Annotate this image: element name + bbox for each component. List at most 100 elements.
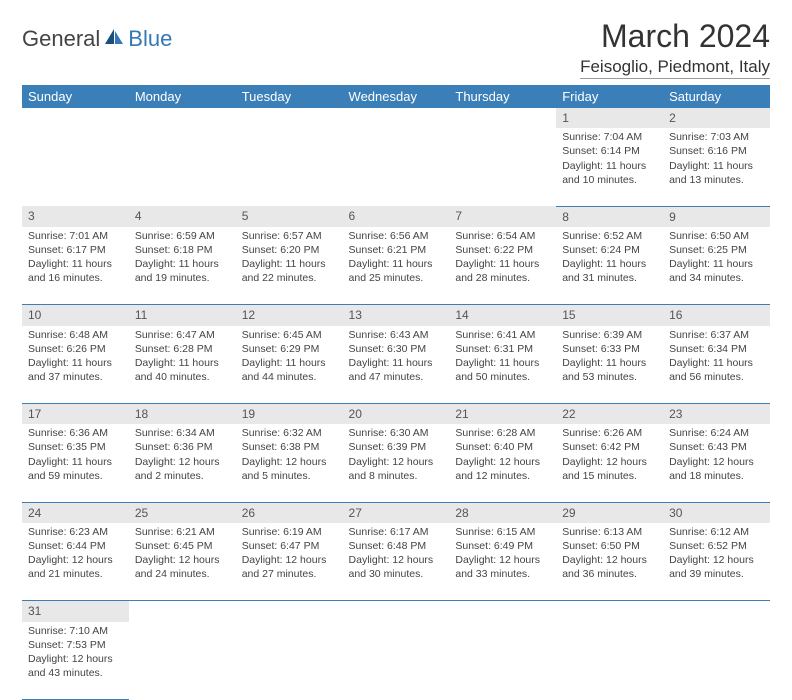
day-number [236,108,343,128]
sunset-line: Sunset: 6:38 PM [242,440,337,454]
day-cell: Sunrise: 6:17 AMSunset: 6:48 PMDaylight:… [343,523,450,601]
sunset-line: Sunset: 6:39 PM [349,440,444,454]
daylight-line: Daylight: 11 hours and 56 minutes. [669,356,764,384]
sunset-line: Sunset: 7:53 PM [28,638,123,652]
content-row: Sunrise: 7:10 AMSunset: 7:53 PMDaylight:… [22,622,770,700]
sunrise-line: Sunrise: 6:17 AM [349,525,444,539]
day-cell [22,128,129,206]
sunrise-line: Sunrise: 6:36 AM [28,426,123,440]
day-cell: Sunrise: 6:13 AMSunset: 6:50 PMDaylight:… [556,523,663,601]
sunrise-line: Sunrise: 6:19 AM [242,525,337,539]
sunset-line: Sunset: 6:22 PM [455,243,550,257]
day-number: 25 [129,502,236,523]
sunset-line: Sunset: 6:44 PM [28,539,123,553]
sunset-line: Sunset: 6:49 PM [455,539,550,553]
daylight-line: Daylight: 12 hours and 39 minutes. [669,553,764,581]
daylight-line: Daylight: 11 hours and 40 minutes. [135,356,230,384]
daynum-row: 12 [22,108,770,128]
daynum-row: 3456789 [22,206,770,227]
sunset-line: Sunset: 6:24 PM [562,243,657,257]
sunrise-line: Sunrise: 6:52 AM [562,229,657,243]
daylight-line: Daylight: 12 hours and 21 minutes. [28,553,123,581]
daynum-row: 24252627282930 [22,502,770,523]
sunset-line: Sunset: 6:43 PM [669,440,764,454]
daynum-row: 10111213141516 [22,305,770,326]
day-cell: Sunrise: 6:26 AMSunset: 6:42 PMDaylight:… [556,424,663,502]
sunrise-line: Sunrise: 6:48 AM [28,328,123,342]
day-header-row: SundayMondayTuesdayWednesdayThursdayFrid… [22,85,770,108]
day-number: 26 [236,502,343,523]
daylight-line: Daylight: 12 hours and 36 minutes. [562,553,657,581]
sunset-line: Sunset: 6:18 PM [135,243,230,257]
day-cell: Sunrise: 7:01 AMSunset: 6:17 PMDaylight:… [22,227,129,305]
daylight-line: Daylight: 11 hours and 10 minutes. [562,159,657,187]
sunrise-line: Sunrise: 6:45 AM [242,328,337,342]
content-row: Sunrise: 6:36 AMSunset: 6:35 PM Daylight:… [22,424,770,502]
daylight-line: Daylight: 12 hours and 15 minutes. [562,455,657,483]
day-cell: Sunrise: 6:24 AMSunset: 6:43 PMDaylight:… [663,424,770,502]
day-number: 24 [22,502,129,523]
content-row: Sunrise: 7:01 AMSunset: 6:17 PMDaylight:… [22,227,770,305]
daylight-line: Daylight: 11 hours and 47 minutes. [349,356,444,384]
sunset-line: Sunset: 6:47 PM [242,539,337,553]
page-header: General Blue March 2024 Feisoglio, Piedm… [22,18,770,79]
day-header: Saturday [663,85,770,108]
sunrise-line: Sunrise: 6:39 AM [562,328,657,342]
daylight-line: Daylight: 12 hours and 18 minutes. [669,455,764,483]
daylight-line: Daylight: 11 hours and 25 minutes. [349,257,444,285]
daylight-line: Daylight: 11 hours and 44 minutes. [242,356,337,384]
day-number: 18 [129,404,236,425]
daylight-line: Daylight: 12 hours and 27 minutes. [242,553,337,581]
sunset-line: Sunset: 6:35 PM [28,440,123,454]
day-cell: Sunrise: 6:23 AMSunset: 6:44 PMDaylight:… [22,523,129,601]
content-row: Sunrise: 7:04 AMSunset: 6:14 PMDaylight:… [22,128,770,206]
sunset-line: Sunset: 6:52 PM [669,539,764,553]
day-number [236,601,343,622]
sunset-line: Sunset: 6:40 PM [455,440,550,454]
day-number: 14 [449,305,556,326]
day-number: 22 [556,404,663,425]
day-header: Monday [129,85,236,108]
day-cell [556,622,663,700]
sunrise-line: Sunrise: 6:41 AM [455,328,550,342]
day-number [556,601,663,622]
sunset-line: Sunset: 6:26 PM [28,342,123,356]
day-cell: Sunrise: 6:48 AMSunset: 6:26 PMDaylight:… [22,326,129,404]
sunset-line: Sunset: 6:30 PM [349,342,444,356]
daylight-line: Daylight: 12 hours and 33 minutes. [455,553,550,581]
sunset-line: Sunset: 6:36 PM [135,440,230,454]
sunset-line: Sunset: 6:28 PM [135,342,230,356]
daylight-line: Daylight: 11 hours and 37 minutes. [28,356,123,384]
day-number: 30 [663,502,770,523]
sunset-line: Sunset: 6:29 PM [242,342,337,356]
day-number: 11 [129,305,236,326]
sunrise-line: Sunrise: 6:13 AM [562,525,657,539]
sunrise-line: Sunrise: 6:15 AM [455,525,550,539]
sunset-line: Sunset: 6:16 PM [669,144,764,158]
day-number [22,108,129,128]
day-cell: Sunrise: 6:54 AMSunset: 6:22 PMDaylight:… [449,227,556,305]
day-number: 1 [556,108,663,128]
daylight-line: Daylight: 12 hours and 5 minutes. [242,455,337,483]
sunrise-line: Sunrise: 6:34 AM [135,426,230,440]
day-number: 6 [343,206,450,227]
sunrise-line: Sunrise: 6:37 AM [669,328,764,342]
sunrise-line: Sunrise: 6:54 AM [455,229,550,243]
sunset-line: Sunset: 6:21 PM [349,243,444,257]
day-cell [663,622,770,700]
day-number [449,108,556,128]
daylight-line: Daylight: 12 hours and 43 minutes. [28,652,123,680]
title-block: March 2024 Feisoglio, Piedmont, Italy [580,18,770,79]
sunset-line: Sunset: 6:45 PM [135,539,230,553]
sunrise-line: Sunrise: 7:01 AM [28,229,123,243]
sunset-line: Sunset: 6:31 PM [455,342,550,356]
daylight-line: Daylight: 11 hours and 53 minutes. [562,356,657,384]
daylight-line: Daylight: 12 hours and 2 minutes. [135,455,230,483]
calendar-table: SundayMondayTuesdayWednesdayThursdayFrid… [22,85,770,700]
sunrise-line: Sunrise: 7:10 AM [28,624,123,638]
day-number: 13 [343,305,450,326]
day-cell: Sunrise: 7:04 AMSunset: 6:14 PMDaylight:… [556,128,663,206]
sunrise-line: Sunrise: 6:57 AM [242,229,337,243]
day-number: 23 [663,404,770,425]
daylight-line: Daylight: 11 hours and 34 minutes. [669,257,764,285]
